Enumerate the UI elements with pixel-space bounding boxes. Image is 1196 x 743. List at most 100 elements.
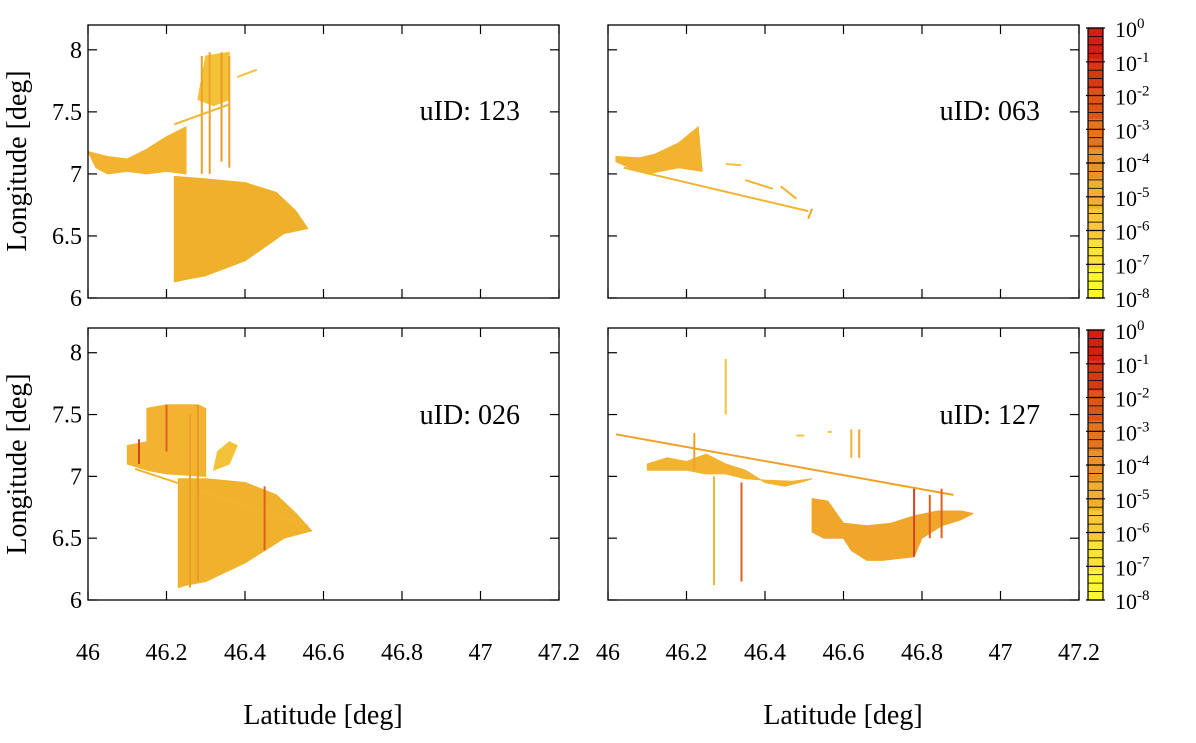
- x-tick-label: 46.4: [224, 640, 266, 666]
- colorbar-tick-label: 10-5: [1115, 487, 1150, 513]
- y-tick-label: 8: [70, 38, 82, 64]
- track-stroke: [623, 166, 809, 213]
- colorbar-segment: [1088, 58, 1103, 89]
- panel-data: [88, 51, 309, 283]
- colorbar-frame: [1087, 329, 1104, 601]
- colorbar-tick-exponent: -1: [1137, 352, 1150, 368]
- colorbar-segment: [1088, 420, 1103, 451]
- x-tick-label: 46.8: [901, 640, 943, 666]
- colorbar-top: 100 10-1 10-2 10-3 10-4 10-5 10-6 10-7 10-8: [1086, 16, 1150, 312]
- panel-data: [615, 126, 814, 219]
- colorbar-tick-exponent: -7: [1137, 554, 1150, 570]
- x-tick-label: 47.2: [1058, 640, 1100, 666]
- colorbar-tick-label: 10-3: [1115, 117, 1150, 143]
- y-tick-label: 8: [70, 341, 82, 367]
- colorbar-tick-label: 10-7: [1115, 554, 1150, 580]
- track-stroke: [745, 179, 774, 190]
- panel-ticks: 46 46.2 46.4 46.6 46.8 47 47.2 6 6.5 7 7.5 8: [52, 328, 580, 666]
- y-tick-label: 7: [70, 162, 82, 188]
- y-tick-label: 6: [70, 588, 82, 614]
- y-axis-label: Longitude [deg]: [2, 373, 33, 554]
- y-tick-label: 7.5: [52, 403, 82, 429]
- track-region: [615, 126, 703, 175]
- colorbar-tick-label: 10-7: [1115, 252, 1150, 278]
- colorbar-tick-exponent: -6: [1137, 521, 1150, 537]
- track-stroke: [134, 467, 309, 527]
- colorbar-tick-label: 10-5: [1115, 185, 1150, 211]
- x-tick-label: 46: [76, 640, 100, 666]
- colorbar-segment: [1088, 330, 1103, 361]
- panel-label: uID: 127: [940, 400, 1040, 431]
- colorbar-segment: [1088, 208, 1103, 239]
- x-tick-label: 46.8: [381, 640, 423, 666]
- colorbar-tick-label: 10-2: [1115, 84, 1150, 110]
- y-tick-label: 6.5: [52, 526, 82, 552]
- colorbar-segment: [1088, 390, 1103, 421]
- colorbar-tick-exponent: -7: [1137, 252, 1150, 268]
- colorbar-tick-exponent: -8: [1137, 588, 1150, 604]
- colorbar-tick-label: 10-6: [1115, 219, 1150, 245]
- track-region: [811, 498, 974, 561]
- colorbar-segment: [1088, 268, 1103, 299]
- track-stroke: [236, 68, 258, 79]
- colorbar-segment: [1088, 510, 1103, 541]
- colorbar-tick-label: 10-4: [1115, 453, 1150, 479]
- panel-ticks: 46 46.2 46.4 46.6 46.8 47 47.2: [596, 328, 1100, 666]
- panel-ticks: [607, 25, 1080, 299]
- x-tick-label: 46.6: [823, 640, 865, 666]
- panel-ticks: 6 6.5 7 7.5 8: [52, 25, 560, 312]
- colorbar-tick-exponent: -5: [1137, 185, 1150, 201]
- y-tick-label: 7: [70, 464, 82, 490]
- x-tick-label: 46.4: [744, 640, 786, 666]
- y-tick-label: 6.5: [52, 224, 82, 250]
- panel-data: [126, 404, 313, 589]
- panel-bottom-right: 46 46.2 46.4 46.6 46.8 47 47.2 uID: 127 Latitu…: [596, 327, 1100, 731]
- x-axis-label: Latitude [deg]: [763, 700, 922, 731]
- colorbar-tick-label: 100: [1115, 318, 1145, 344]
- panel-top-right: uID: 063: [607, 24, 1080, 299]
- x-tick-label: 47.2: [538, 640, 580, 666]
- colorbar-tick-label: 10-4: [1115, 151, 1150, 177]
- x-tick-label: 47: [469, 640, 493, 666]
- colorbar-segment: [1088, 360, 1103, 391]
- colorbar-tick-exponent: -3: [1137, 419, 1150, 435]
- colorbar-tick-exponent: -4: [1137, 151, 1150, 167]
- colorbar-tick-exponent: -2: [1137, 84, 1150, 100]
- colorbar-tick-exponent: -3: [1137, 117, 1150, 133]
- colorbar-tick-exponent: -8: [1137, 286, 1150, 302]
- panel-data: [615, 358, 974, 586]
- track-stroke: [173, 103, 230, 126]
- colorbar-tick-exponent: 0: [1137, 16, 1145, 32]
- panel-top-left: 6 6.5 7 7.5 8 uID: 123 Longitude [deg]: [2, 24, 560, 312]
- panel-bottom-left: 46 46.2 46.4 46.6 46.8 47 47.2 6 6.5 7 7.5 8 uID: 0…: [2, 327, 580, 731]
- x-tick-label: 46: [596, 640, 620, 666]
- colorbar-tick-label: 10-3: [1115, 419, 1150, 445]
- colorbar-segment: [1088, 28, 1103, 59]
- colorbar-tick-label: 10-1: [1115, 352, 1150, 378]
- panel-label: uID: 063: [940, 96, 1040, 127]
- colorbar-tick-exponent: -6: [1137, 219, 1150, 235]
- colorbar-tick-exponent: -4: [1137, 453, 1150, 469]
- y-axis-label: Longitude [deg]: [2, 70, 33, 251]
- colorbar-segment: [1088, 570, 1103, 601]
- panel-label: uID: 026: [420, 400, 520, 431]
- colorbar-tick-label: 10-2: [1115, 386, 1150, 412]
- colorbar-tick-exponent: -2: [1137, 386, 1150, 402]
- x-tick-label: 46.6: [303, 640, 345, 666]
- colorbar-tick-exponent: -5: [1137, 487, 1150, 503]
- colorbar-tick-label: 10-1: [1115, 50, 1150, 76]
- colorbar-segment: [1088, 238, 1103, 269]
- colorbar-tick-label: 100: [1115, 16, 1145, 42]
- colorbar-segment: [1088, 480, 1103, 511]
- x-axis-label: Latitude [deg]: [243, 700, 402, 731]
- x-tick-label: 46.2: [666, 640, 708, 666]
- y-tick-label: 6: [70, 286, 82, 312]
- track-stroke: [725, 163, 742, 167]
- track-region: [213, 441, 238, 471]
- track-region: [173, 175, 309, 283]
- track-stroke: [807, 208, 814, 219]
- colorbar-segment: [1088, 118, 1103, 149]
- colorbar-segment: [1088, 178, 1103, 209]
- track-stroke: [780, 185, 798, 200]
